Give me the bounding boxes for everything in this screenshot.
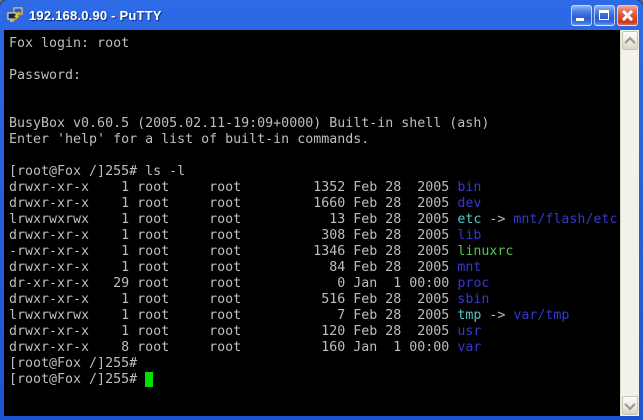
terminal-line	[9, 52, 620, 68]
terminal-line: drwxr-xr-x 1 root root 84 Feb 28 2005 mn…	[9, 260, 482, 275]
terminal-line: -rwxr-xr-x 1 root root 1346 Feb 28 2005 …	[9, 244, 514, 259]
maximize-button[interactable]	[594, 4, 615, 26]
terminal-line: [root@Fox /]255# ls -l	[9, 164, 186, 179]
scroll-down-button[interactable]	[622, 396, 638, 415]
terminal-line: lrwxrwxrwx 1 root root 7 Feb 28 2005 tmp…	[9, 308, 570, 323]
terminal-line: [root@Fox /]255#	[9, 372, 620, 388]
terminal-line: dr-xr-xr-x 29 root root 0 Jan 1 00:00 pr…	[9, 276, 490, 291]
chevron-up-icon	[624, 36, 636, 48]
window-title: 192.168.0.90 - PuTTY	[29, 7, 162, 23]
terminal-line: Enter 'help' for a list of built-in comm…	[9, 132, 370, 147]
chevron-down-icon	[624, 398, 636, 410]
terminal-line: drwxr-xr-x 1 root root 516 Feb 28 2005 s…	[9, 292, 490, 307]
terminal-line: drwxr-xr-x 8 root root 160 Jan 1 00:00 v…	[9, 340, 482, 355]
maximize-icon	[599, 9, 609, 20]
terminal-line: drwxr-xr-x 1 root root 1352 Feb 28 2005 …	[9, 180, 482, 195]
terminal-line	[9, 84, 620, 100]
terminal-line: lrwxrwxrwx 1 root root 13 Feb 28 2005 et…	[9, 212, 618, 227]
scroll-up-button[interactable]	[622, 31, 638, 50]
terminal-line	[9, 148, 620, 164]
terminal-line	[9, 100, 620, 116]
terminal-line: BusyBox v0.60.5 (2005.02.11-19:09+0000) …	[9, 116, 490, 131]
minimize-button[interactable]	[571, 4, 592, 26]
terminal-line: Password:	[9, 68, 82, 83]
terminal-line: drwxr-xr-x 1 root root 120 Feb 28 2005 u…	[9, 324, 482, 339]
terminal-line: drwxr-xr-x 1 root root 1660 Feb 28 2005 …	[9, 196, 482, 211]
terminal-line: drwxr-xr-x 1 root root 308 Feb 28 2005 l…	[9, 228, 482, 243]
terminal-line: Fox login: root	[9, 36, 130, 51]
terminal-screen[interactable]: Fox login: root Password: BusyBox v0.60.…	[4, 30, 620, 416]
window-content: Fox login: root Password: BusyBox v0.60.…	[0, 30, 643, 420]
minimize-icon	[576, 17, 584, 21]
terminal-line: [root@Fox /]255#	[9, 356, 138, 371]
putty-terminals-icon	[6, 6, 24, 23]
terminal-scrollbar[interactable]	[620, 30, 639, 416]
title-bar[interactable]: 192.168.0.90 - PuTTY	[0, 0, 643, 30]
close-button[interactable]	[617, 4, 638, 26]
window-controls	[571, 4, 638, 26]
